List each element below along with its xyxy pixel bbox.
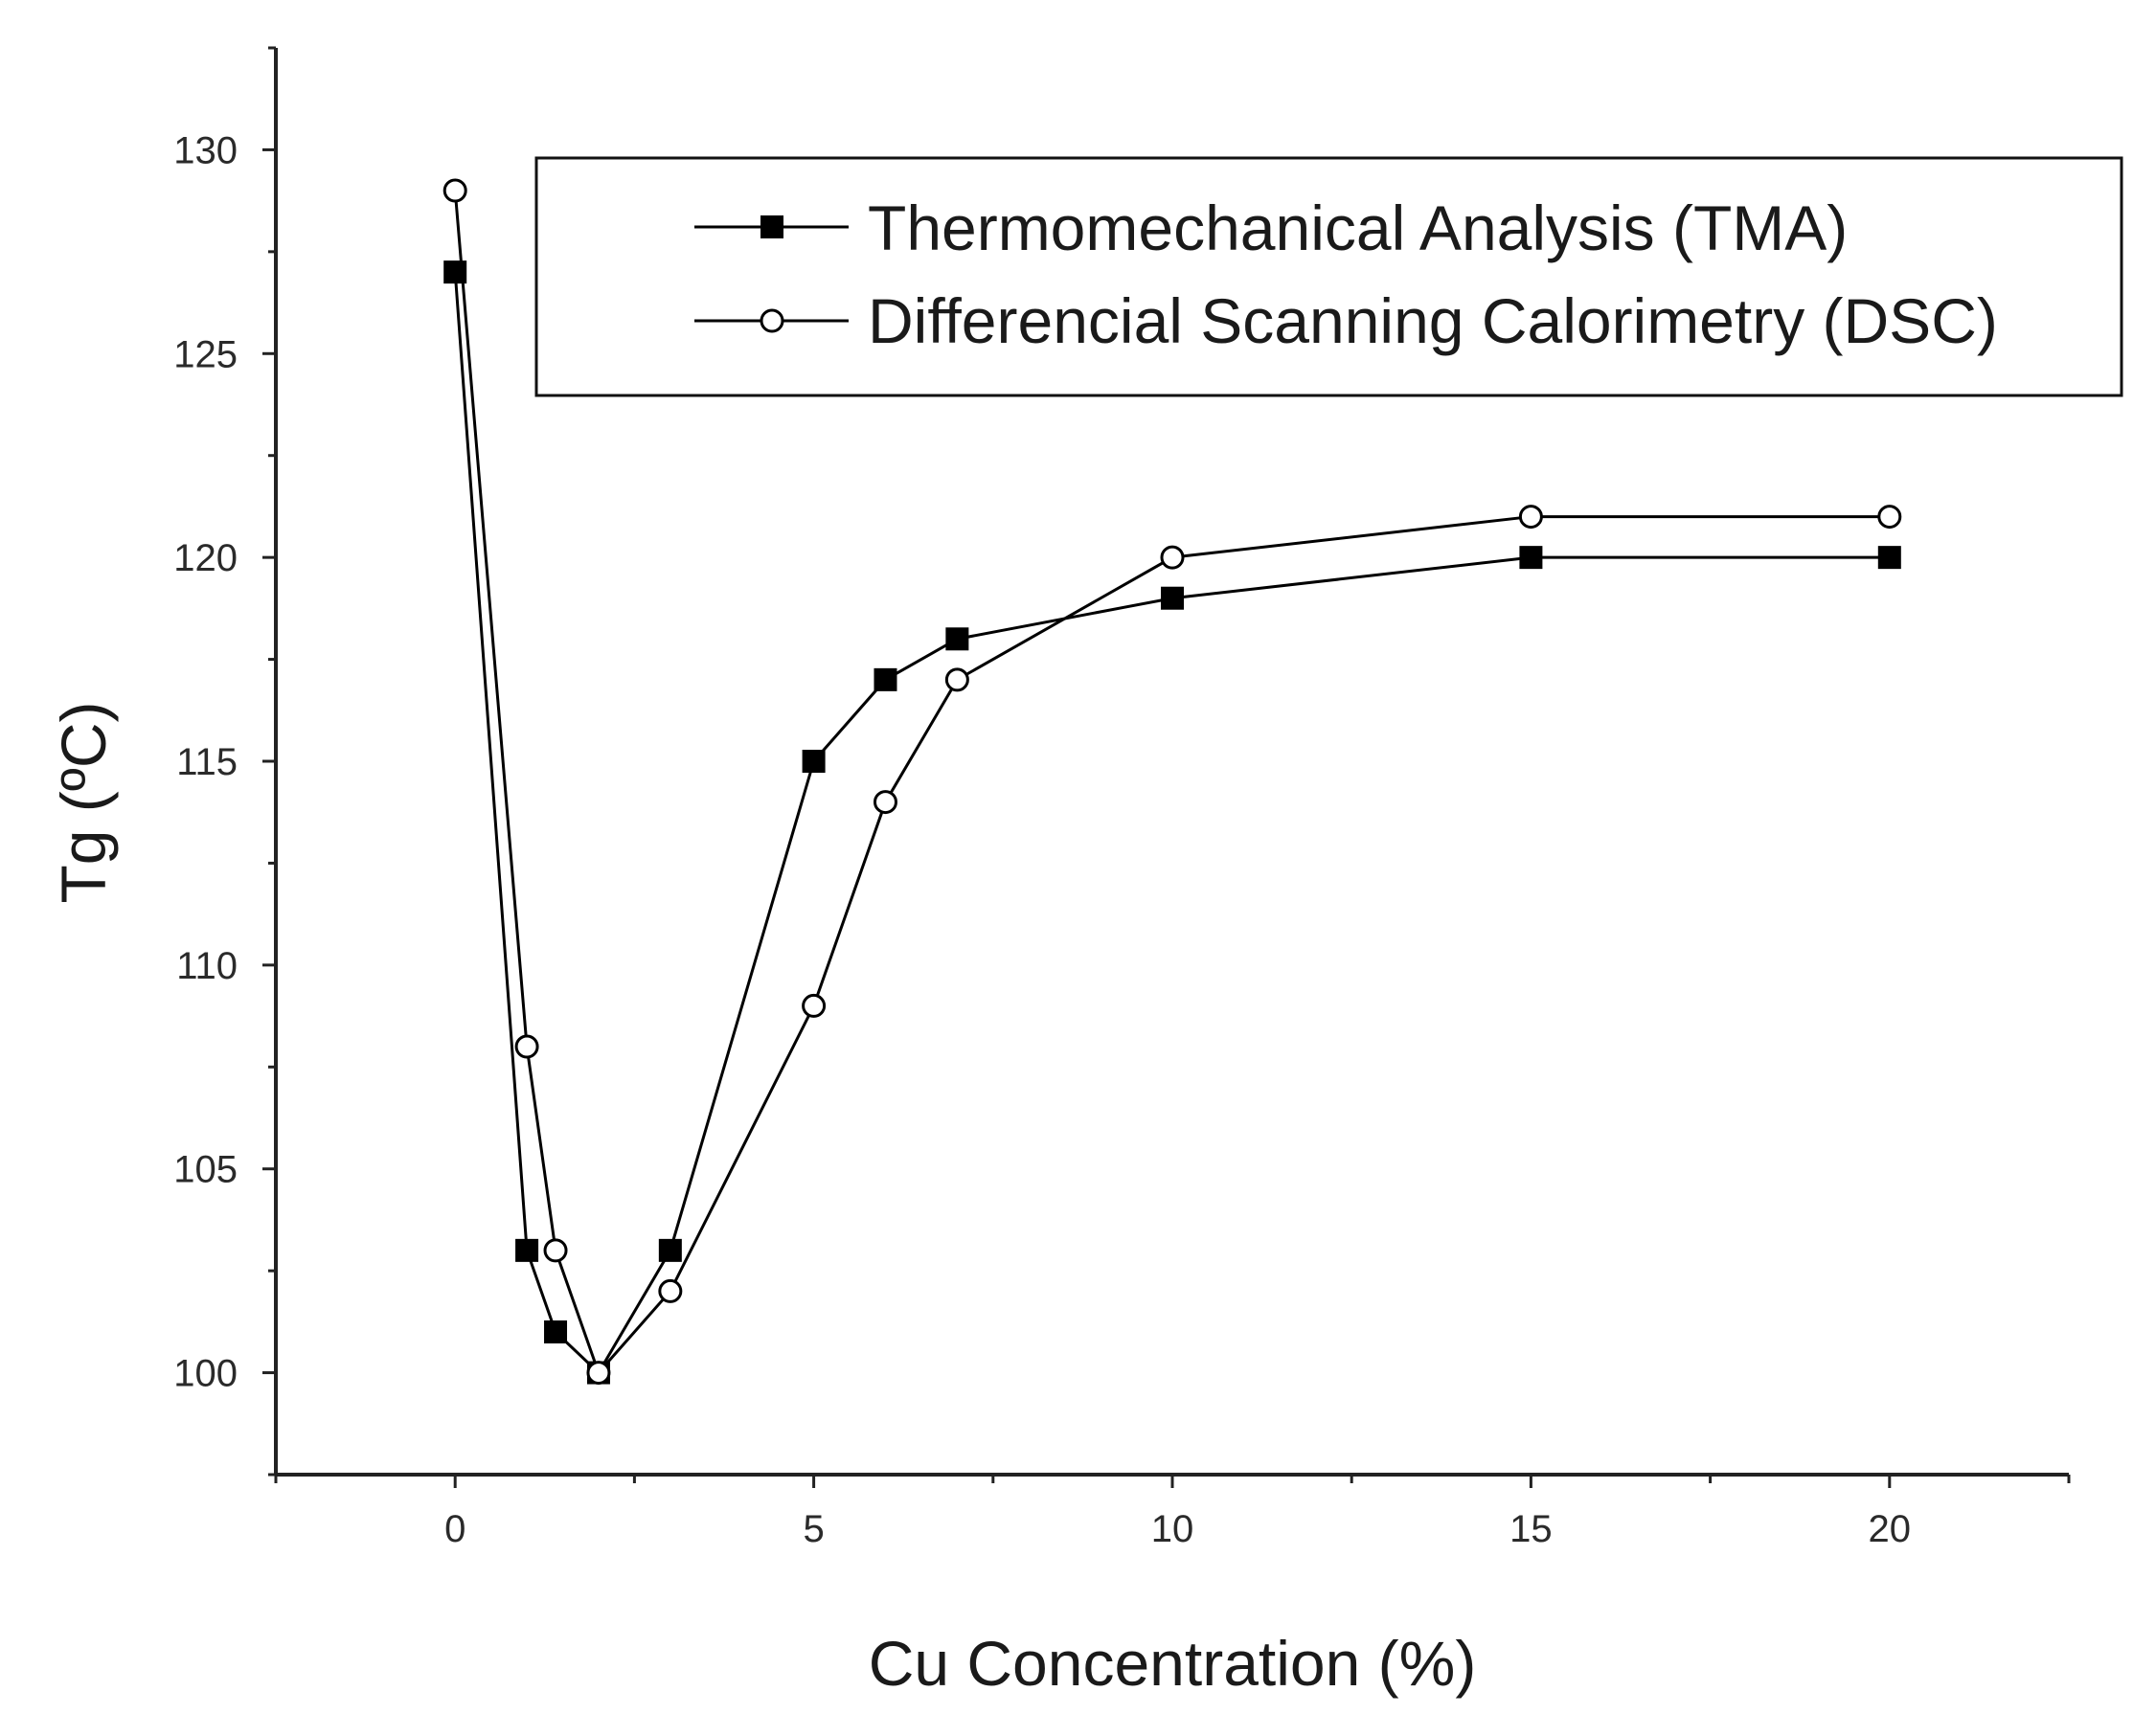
y-tick-label: 100 [173,1353,238,1395]
y-ticks: 100 105 110 115 120 125 130 [173,46,276,1477]
x-tick-label: 0 [444,1508,465,1550]
point-tma [515,1238,539,1262]
x-tick-label: 15 [1509,1508,1553,1550]
point-tma [1877,546,1901,570]
legend-label-tma: Thermomechanical Analysis (TMA) [868,192,1848,263]
point-dsc [944,667,969,692]
legend-marker-tma [760,215,783,238]
point-tma [443,260,467,284]
point-dsc [543,1238,568,1263]
point-dsc [1518,505,1543,530]
point-tma [1519,546,1543,570]
point-dsc [443,178,467,203]
point-dsc [514,1034,539,1059]
point-dsc [873,790,897,815]
point-tma [802,750,826,773]
x-axis-title: Cu Concentration (%) [869,1628,1477,1699]
point-tma [544,1320,568,1343]
point-dsc [1877,505,1902,530]
point-dsc [658,1278,683,1303]
y-tick-label: 110 [176,945,238,987]
x-ticks: 0 5 10 15 20 [274,1475,2071,1550]
legend-box [534,156,2123,397]
point-tma [658,1238,682,1262]
x-tick-label: 5 [803,1508,824,1550]
point-tma [874,667,897,691]
point-tma [1161,586,1184,610]
y-tick-label: 105 [173,1149,238,1191]
legend: Thermomechanical Analysis (TMA) Differen… [534,156,2123,397]
legend-marker-dsc [760,308,784,333]
y-tick-label: 130 [173,129,238,171]
x-tick-label: 20 [1869,1508,1912,1550]
point-dsc [1160,545,1185,570]
y-tick-label: 120 [173,537,238,579]
y-tick-label: 115 [176,741,238,783]
y-axis-title: Tg (ºC) [48,701,119,903]
x-tick-label: 10 [1151,1508,1194,1550]
point-dsc [802,993,827,1018]
point-tma [945,627,969,651]
y-tick-label: 125 [173,333,238,375]
point-dsc [586,1361,611,1386]
series-layer [443,178,1902,1386]
legend-label-dsc: Differencial Scanning Calorimetry (DSC) [868,285,1998,356]
